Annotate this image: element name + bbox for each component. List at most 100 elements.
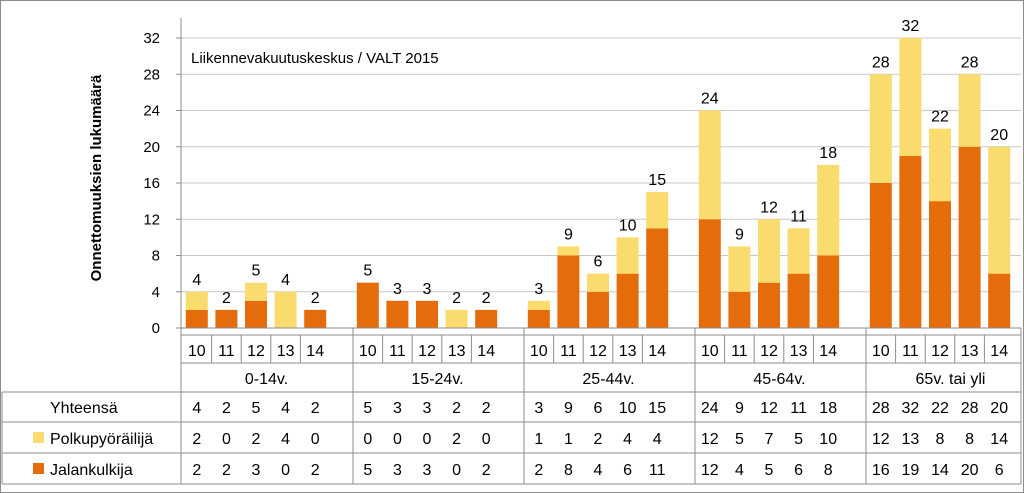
- legend-label: Jalankulkija: [50, 462, 133, 479]
- total-data-label: 3: [393, 281, 402, 298]
- bar-jalankulkija: [817, 255, 840, 328]
- table-cell-value: 2: [534, 462, 543, 479]
- y-axis-title: Onnettomuuksien lukumäärä: [88, 74, 105, 281]
- bar-jalankulkija: [616, 273, 639, 328]
- table-cell-value: 20: [961, 462, 979, 479]
- x-tick-label-year: 12: [247, 343, 265, 360]
- table-cell-value: 8: [824, 462, 833, 479]
- table-cell-value: 9: [564, 400, 573, 417]
- bar-jalankulkija: [304, 309, 327, 328]
- x-tick-label-year: 14: [477, 343, 495, 360]
- table-cell-value: 12: [701, 431, 719, 448]
- bar-jalankulkija: [475, 309, 498, 328]
- x-tick-label-year: 10: [701, 343, 719, 360]
- table-cell-value: 32: [902, 400, 920, 417]
- table-cell-value: 2: [192, 431, 201, 448]
- total-data-label: 18: [819, 145, 837, 162]
- bar-polkupyorailija: [274, 291, 297, 328]
- bar-jalankulkija: [728, 291, 751, 328]
- y-tick-label: 28: [143, 66, 160, 83]
- table-cell-value: 12: [701, 462, 719, 479]
- total-data-label: 4: [281, 272, 290, 289]
- x-tick-label-year: 11: [560, 343, 577, 360]
- table-cell-value: 22: [931, 400, 949, 417]
- x-tick-label-year: 14: [306, 343, 324, 360]
- bar-jalankulkija: [929, 201, 951, 328]
- bar-jalankulkija: [185, 309, 208, 328]
- bar-jalankulkija: [356, 282, 379, 328]
- x-tick-label-year: 13: [277, 343, 295, 360]
- y-tick-label: 16: [143, 175, 160, 192]
- table-cell-value: 0: [423, 431, 432, 448]
- table-cell-value: 15: [648, 400, 666, 417]
- bar-jalankulkija: [758, 282, 780, 328]
- table-cell-value: 0: [482, 431, 491, 448]
- y-tick-label: 24: [143, 103, 160, 120]
- table-cell-value: 3: [393, 400, 402, 417]
- total-data-label: 11: [790, 208, 807, 225]
- table-cell-value: 2: [594, 431, 603, 448]
- x-tick-label-year: 10: [188, 343, 206, 360]
- table-cell-value: 2: [452, 431, 461, 448]
- total-data-label: 2: [311, 290, 320, 307]
- x-tick-label-year: 10: [872, 343, 890, 360]
- y-tick-label: 4: [152, 284, 160, 301]
- table-cell-value: 18: [819, 400, 837, 417]
- total-data-label: 28: [872, 54, 890, 71]
- total-data-label: 24: [701, 91, 719, 108]
- table-cell-value: 0: [311, 431, 320, 448]
- x-tick-label-year: 10: [530, 343, 548, 360]
- total-data-label: 6: [594, 254, 603, 271]
- table-cell-value: 8: [564, 462, 573, 479]
- y-tick-label: 20: [143, 139, 160, 156]
- x-tick-label-year: 14: [819, 343, 837, 360]
- table-cell-value: 1: [534, 431, 543, 448]
- bar-jalankulkija: [988, 273, 1011, 328]
- x-tick-label-year: 11: [218, 343, 235, 360]
- table-cell-value: 19: [902, 462, 920, 479]
- table-cell-value: 2: [222, 462, 231, 479]
- bar-jalankulkija: [416, 300, 438, 328]
- x-group-label: 0-14v.: [245, 371, 288, 388]
- table-cell-value: 2: [311, 462, 320, 479]
- table-cell-value: 14: [931, 462, 949, 479]
- total-data-label: 32: [902, 18, 920, 35]
- x-tick-label-year: 12: [931, 343, 949, 360]
- x-group-label: 65v. tai yli: [916, 371, 986, 388]
- legend-swatch: [33, 432, 44, 443]
- table-cell-value: 4: [735, 462, 744, 479]
- x-tick-label-year: 11: [731, 343, 748, 360]
- bar-jalankulkija: [869, 183, 892, 328]
- total-data-label: 5: [252, 263, 261, 280]
- bar-polkupyorailija: [787, 228, 810, 274]
- table-cell-value: 0: [393, 431, 402, 448]
- table-cell-value: 6: [794, 462, 803, 479]
- table-cell-value: 4: [623, 431, 632, 448]
- total-data-label: 20: [990, 127, 1008, 144]
- table-cell-value: 0: [363, 431, 372, 448]
- table-cell-value: 8: [936, 431, 945, 448]
- table-cell-value: 24: [701, 400, 719, 417]
- x-tick-label-year: 12: [589, 343, 607, 360]
- bar-polkupyorailija: [245, 282, 267, 301]
- table-cell-value: 2: [252, 431, 261, 448]
- total-data-label: 10: [619, 217, 637, 234]
- table-cell-value: 3: [423, 462, 432, 479]
- total-data-label: 2: [452, 290, 461, 307]
- bar-jalankulkija: [787, 273, 810, 328]
- x-tick-label-year: 14: [648, 343, 666, 360]
- total-data-label: 3: [423, 281, 432, 298]
- table-cell-value: 5: [363, 400, 372, 417]
- bar-polkupyorailija: [527, 300, 550, 310]
- bar-polkupyorailija: [616, 237, 639, 274]
- table-cell-value: 3: [534, 400, 543, 417]
- table-cell-value: 2: [452, 400, 461, 417]
- table-cell-value: 2: [192, 462, 201, 479]
- total-data-label: 2: [482, 290, 491, 307]
- table-cell-value: 5: [252, 400, 261, 417]
- bar-polkupyorailija: [758, 219, 780, 283]
- table-cell-value: 6: [594, 400, 603, 417]
- bar-polkupyorailija: [445, 309, 468, 328]
